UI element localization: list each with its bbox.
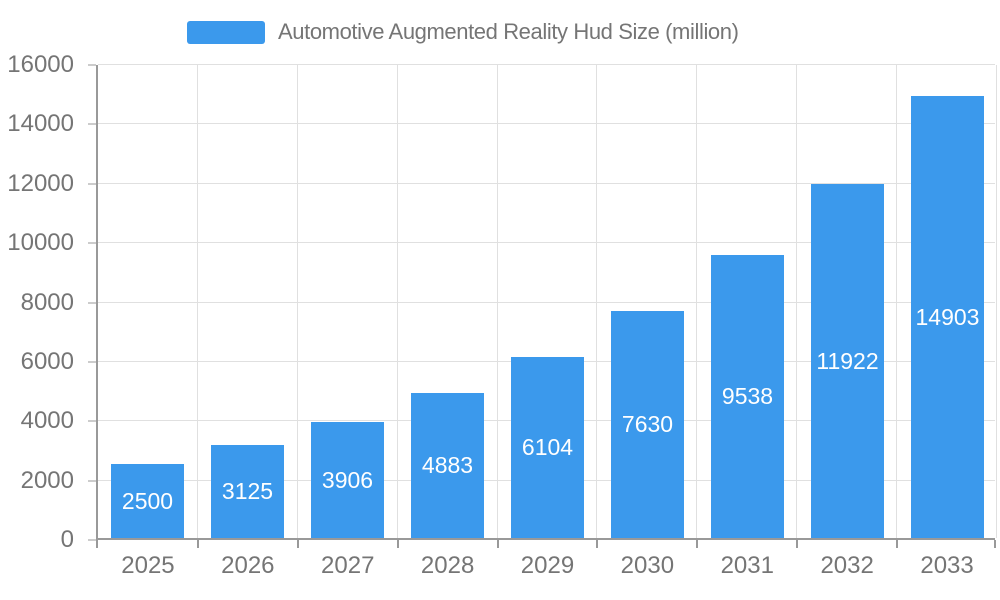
x-tick-label: 2026 xyxy=(221,552,275,579)
x-axis-tick xyxy=(994,540,996,548)
bar-value-label: 3125 xyxy=(221,478,274,504)
bar-2032[interactable]: 11922 xyxy=(811,184,884,538)
y-axis-tick xyxy=(88,64,96,66)
gridline-vertical xyxy=(596,65,598,538)
y-tick-label: 0 xyxy=(60,526,74,553)
bar-2026[interactable]: 3125 xyxy=(211,445,284,538)
y-axis-tick xyxy=(88,479,96,482)
x-axis-tick xyxy=(696,540,699,548)
bar-value-label: 3906 xyxy=(321,466,374,493)
y-axis-tick xyxy=(88,242,96,245)
gridline-horizontal xyxy=(98,123,995,125)
gridline-vertical xyxy=(696,65,698,538)
bar-value-label: 11922 xyxy=(816,347,879,374)
x-axis-tick xyxy=(596,540,599,548)
gridline-horizontal xyxy=(98,182,995,184)
y-axis-tick xyxy=(88,182,96,185)
bar-2030[interactable]: 7630 xyxy=(611,311,684,538)
legend-swatch xyxy=(187,20,265,44)
x-tick-label: 2025 xyxy=(121,552,175,579)
y-tick-label: 8000 xyxy=(20,288,74,316)
y-tick-label: 14000 xyxy=(7,110,74,138)
y-tick-label: 6000 xyxy=(20,347,74,375)
gridline-vertical xyxy=(796,65,798,538)
y-tick-label: 4000 xyxy=(20,407,74,435)
x-axis-tick xyxy=(796,540,799,548)
x-tick-label: 2030 xyxy=(620,552,675,579)
gridline-horizontal xyxy=(98,242,995,244)
x-tick-label: 2032 xyxy=(820,552,874,579)
x-axis-tick xyxy=(496,540,499,548)
legend[interactable]: Automotive Augmented Reality Hud Size (m… xyxy=(187,18,739,46)
gridline-vertical xyxy=(396,65,398,538)
y-axis-tick xyxy=(88,301,96,304)
y-tick-label: 10000 xyxy=(7,229,74,257)
bar-value-label: 6104 xyxy=(521,434,574,460)
gridline-horizontal xyxy=(98,301,995,303)
x-tick-label: 2028 xyxy=(420,552,475,579)
y-axis-tick xyxy=(88,420,96,423)
x-tick-label: 2029 xyxy=(520,552,575,579)
bar-value-label: 4883 xyxy=(421,452,474,478)
gridline-vertical xyxy=(196,65,198,538)
bar-2027[interactable]: 3906 xyxy=(311,422,384,538)
bar-value-label: 2500 xyxy=(121,487,174,514)
bar-2025[interactable]: 2500 xyxy=(111,464,184,538)
x-tick-label: 2031 xyxy=(720,552,774,579)
plot-area: 0 2000 4000 6000 8000 10000 12000 14000 16000 20… xyxy=(7,51,997,579)
bar-value-label: 7630 xyxy=(621,411,674,437)
x-axis-tick xyxy=(96,540,98,548)
y-tick-label: 16000 xyxy=(7,51,74,78)
x-tick-label: 2033 xyxy=(920,552,974,579)
gridline-vertical xyxy=(896,65,898,538)
x-axis-tick xyxy=(896,540,899,548)
bar-value-label: 9538 xyxy=(721,383,774,409)
gridline-vertical xyxy=(496,65,498,538)
x-axis-tick xyxy=(396,540,399,548)
x-axis-tick xyxy=(296,540,299,548)
bar-value-label: 14903 xyxy=(915,303,980,330)
bar-2028[interactable]: 4883 xyxy=(411,393,484,538)
bar-2033[interactable]: 14903 xyxy=(911,96,984,538)
x-axis-tick xyxy=(196,540,199,548)
y-axis-tick xyxy=(88,360,96,363)
y-tick-label: 12000 xyxy=(7,169,74,197)
bar-2031[interactable]: 9538 xyxy=(711,255,784,538)
gridline-vertical xyxy=(296,65,298,538)
y-tick-label: 2000 xyxy=(20,466,74,494)
x-axis-labels: 2025 2026 2027 2028 2029 2030 2031 2032 2033 xyxy=(98,538,995,579)
gridline-horizontal xyxy=(98,64,995,65)
y-axis-tick xyxy=(88,539,96,541)
x-tick-label: 2027 xyxy=(321,552,375,579)
gridline-vertical xyxy=(996,65,997,538)
bar-2029[interactable]: 6104 xyxy=(511,357,584,538)
y-axis-tick xyxy=(88,123,96,126)
legend-label: Automotive Augmented Reality Hud Size (m… xyxy=(278,19,739,44)
y-axis-labels: 0 2000 4000 6000 8000 10000 12000 14000 16000 xyxy=(0,51,88,553)
